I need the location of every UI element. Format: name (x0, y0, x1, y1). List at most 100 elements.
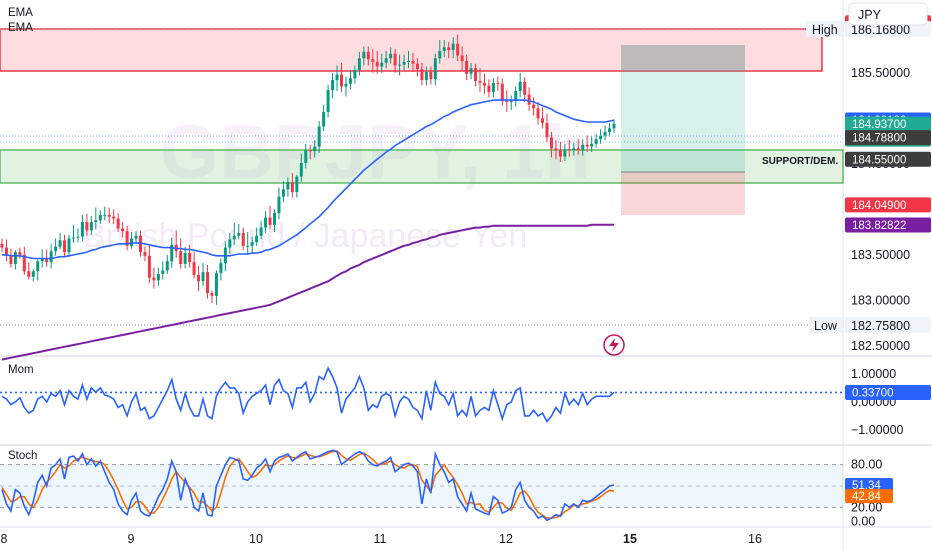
candle[interactable] (85, 213, 89, 236)
candle[interactable] (317, 121, 321, 153)
candle[interactable] (456, 34, 460, 61)
candle[interactable] (505, 90, 509, 112)
candle[interactable] (340, 62, 344, 92)
candle[interactable] (496, 76, 500, 92)
candle[interactable] (380, 53, 384, 73)
candle[interactable] (612, 119, 616, 133)
candle[interactable] (541, 107, 545, 129)
candle[interactable] (147, 244, 151, 284)
candle[interactable] (31, 269, 35, 282)
candle[interactable] (344, 76, 348, 97)
candle[interactable] (116, 213, 120, 233)
candle[interactable] (326, 84, 330, 118)
candle[interactable] (76, 228, 80, 243)
candle[interactable] (567, 140, 571, 157)
candle[interactable] (268, 205, 272, 230)
candlestick-series[interactable] (0, 34, 616, 305)
candle[interactable] (532, 97, 536, 116)
candle[interactable] (201, 263, 205, 286)
candle[interactable] (94, 207, 98, 230)
indicator-label-ema-1[interactable]: EMA (8, 7, 33, 19)
candle[interactable] (156, 267, 160, 286)
candle[interactable] (460, 46, 464, 71)
candle[interactable] (4, 239, 8, 262)
candle[interactable] (121, 222, 125, 238)
candle[interactable] (214, 270, 218, 305)
candle[interactable] (49, 243, 53, 269)
candle[interactable] (192, 252, 196, 279)
candle[interactable] (478, 68, 482, 92)
candle[interactable] (474, 63, 478, 87)
candle[interactable] (438, 40, 442, 64)
support-demand-zone[interactable] (0, 149, 844, 184)
stochastic-panel-title[interactable]: Stoch (8, 450, 37, 462)
candle[interactable] (371, 49, 375, 73)
candle[interactable] (98, 210, 102, 224)
candle[interactable] (514, 86, 518, 107)
candle[interactable] (581, 139, 585, 156)
candle[interactable] (281, 181, 285, 203)
candle[interactable] (228, 233, 232, 254)
position-stop-area[interactable] (621, 172, 745, 215)
candle[interactable] (277, 187, 281, 220)
candle[interactable] (304, 143, 308, 169)
candle[interactable] (89, 215, 93, 235)
candle[interactable] (389, 47, 393, 64)
candle[interactable] (322, 104, 326, 132)
candle[interactable] (179, 238, 183, 269)
candle[interactable] (58, 233, 62, 250)
candle[interactable] (313, 140, 317, 158)
candle[interactable] (197, 265, 201, 292)
candle[interactable] (469, 62, 473, 80)
candle[interactable] (433, 53, 437, 86)
candle[interactable] (272, 209, 276, 233)
candle[interactable] (18, 247, 22, 259)
candle[interactable] (286, 177, 290, 197)
candle[interactable] (210, 290, 214, 304)
candle[interactable] (165, 254, 169, 274)
candle[interactable] (500, 78, 504, 106)
candle[interactable] (563, 143, 567, 162)
candle[interactable] (295, 174, 299, 198)
candle[interactable] (491, 78, 495, 98)
candle[interactable] (183, 246, 187, 269)
candle[interactable] (523, 77, 527, 102)
candle[interactable] (536, 101, 540, 125)
candle[interactable] (335, 65, 339, 92)
candle[interactable] (71, 224, 75, 244)
candle[interactable] (80, 214, 84, 242)
candle[interactable] (0, 238, 4, 253)
candle[interactable] (348, 70, 352, 90)
candle[interactable] (250, 236, 254, 254)
candle[interactable] (465, 54, 469, 81)
momentum-panel-title[interactable]: Mom (8, 364, 34, 376)
candle[interactable] (527, 87, 531, 112)
candle[interactable] (576, 139, 580, 155)
candle[interactable] (518, 72, 522, 98)
candle[interactable] (375, 50, 379, 74)
indicator-label-ema-2[interactable]: EMA (8, 22, 33, 34)
candle[interactable] (9, 248, 13, 268)
candle[interactable] (353, 65, 357, 84)
candle[interactable] (246, 232, 250, 255)
candle[interactable] (205, 264, 209, 299)
candle[interactable] (36, 259, 40, 281)
candle[interactable] (63, 234, 67, 257)
candle[interactable] (331, 72, 335, 99)
candle[interactable] (107, 207, 111, 224)
candle[interactable] (415, 58, 419, 77)
candle[interactable] (424, 66, 428, 86)
candle[interactable] (264, 211, 268, 234)
candle[interactable] (594, 133, 598, 148)
currency-button[interactable] (848, 2, 928, 26)
ema-200-line[interactable] (1, 223, 614, 361)
candle[interactable] (112, 209, 116, 224)
candle[interactable] (161, 261, 165, 280)
candle[interactable] (103, 206, 107, 221)
candle[interactable] (130, 232, 134, 249)
candle[interactable] (143, 246, 147, 262)
candle[interactable] (67, 234, 71, 257)
candle[interactable] (549, 131, 553, 158)
candle[interactable] (384, 50, 388, 69)
